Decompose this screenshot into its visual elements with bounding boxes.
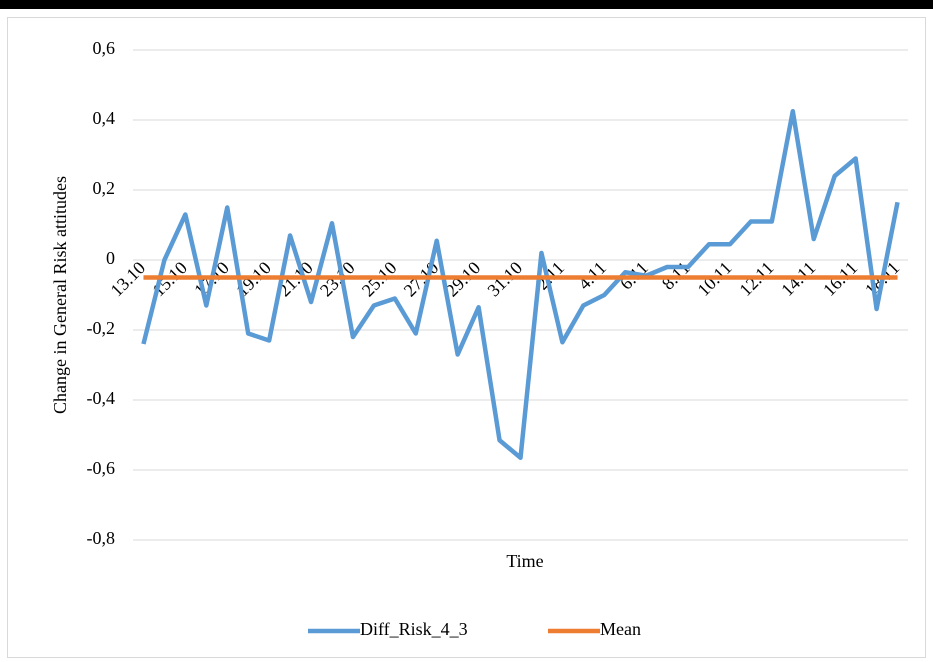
series-line bbox=[141, 109, 900, 460]
legend-label: Mean bbox=[600, 619, 641, 639]
y-tick-label: -0,8 bbox=[87, 528, 116, 548]
y-tick-label: -0,4 bbox=[87, 388, 116, 408]
legend-label: Diff_Risk_4_3 bbox=[360, 619, 468, 639]
y-tick-label: 0,2 bbox=[93, 178, 116, 198]
x-axis-title: Time bbox=[506, 551, 543, 571]
y-tick-label: 0,4 bbox=[93, 108, 116, 128]
y-tick-label: -0,2 bbox=[87, 318, 116, 338]
y-tick-label: 0 bbox=[106, 248, 115, 268]
y-axis-title: Change in General Risk attitudes bbox=[50, 176, 70, 414]
y-tick-label: -0,6 bbox=[87, 458, 116, 478]
y-tick-label: 0,6 bbox=[93, 38, 116, 58]
top-bar bbox=[0, 0, 933, 9]
